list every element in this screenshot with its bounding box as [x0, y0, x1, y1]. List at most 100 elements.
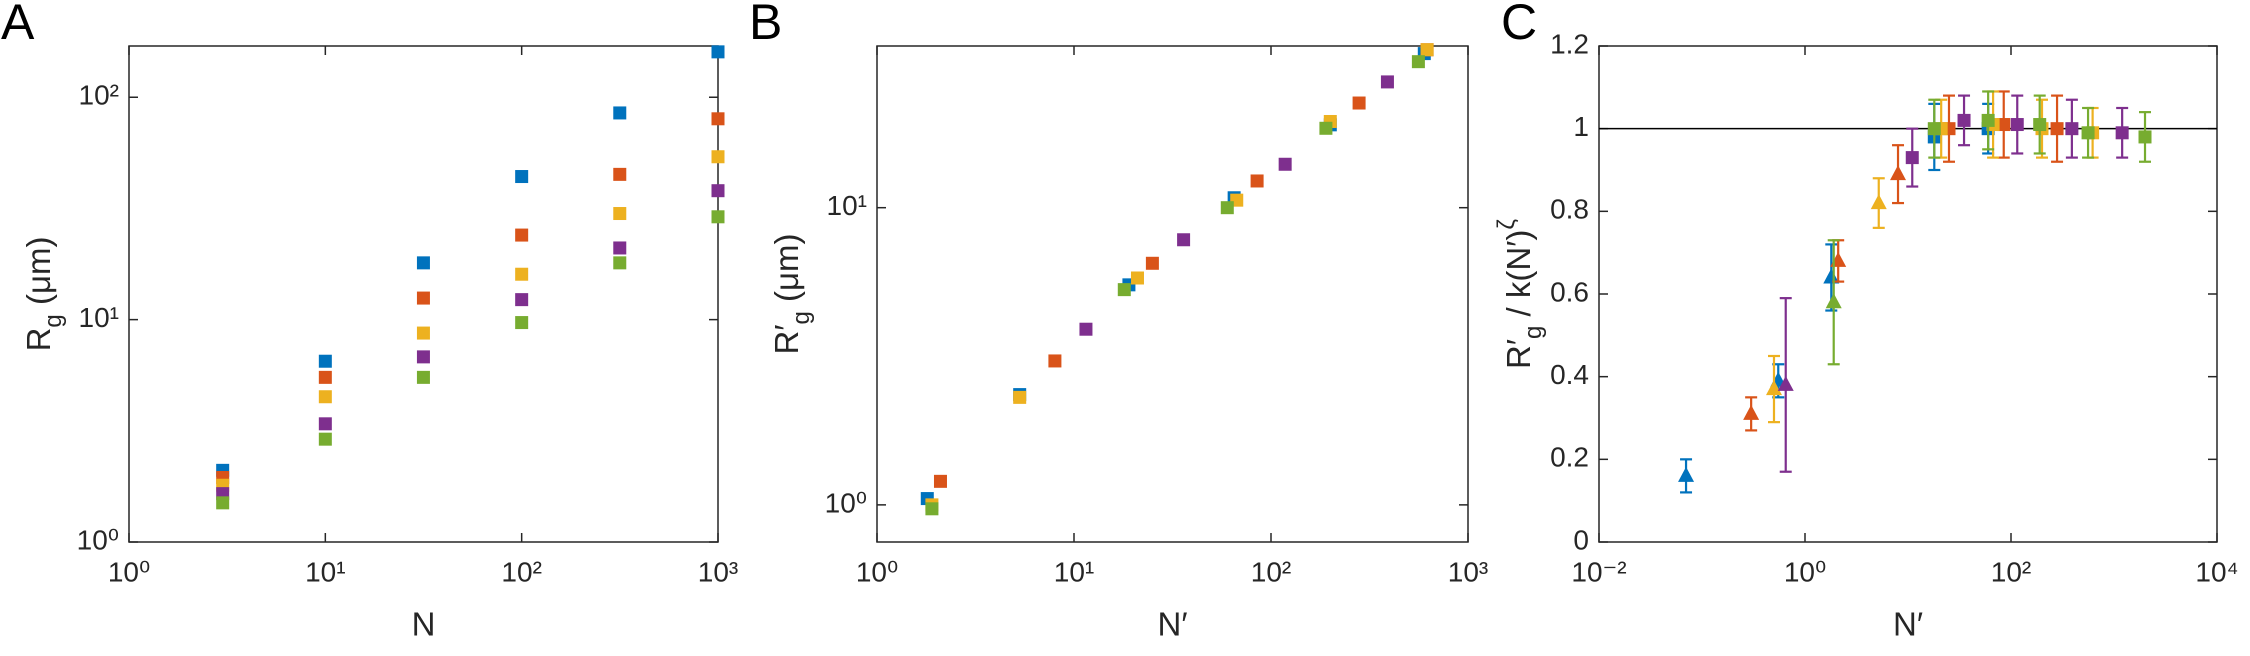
marker: [1352, 96, 1366, 110]
y-axis-label-part: / k(N′): [1500, 230, 1537, 326]
marker: [2081, 126, 2095, 140]
marker: [1079, 322, 1093, 336]
y-axis-label: Rg (μm): [20, 237, 67, 352]
marker: [1278, 157, 1292, 171]
marker: [416, 370, 430, 384]
marker: [1250, 174, 1264, 188]
marker: [1823, 268, 1840, 284]
y-tick-label: 10⁰: [77, 524, 119, 555]
marker: [515, 170, 529, 184]
y-tick-label: 10¹: [827, 190, 867, 221]
x-axis-label: N: [412, 606, 436, 643]
plot-frame: [876, 45, 1469, 543]
panel: 10⁰ 10¹ 10² 10³ 10⁰ 10¹ B N′ R′g (μm): [749, 0, 1488, 643]
marker: [711, 45, 725, 59]
marker: [1743, 404, 1760, 420]
y-axis-label-part: R′: [1500, 339, 1537, 369]
marker: [1997, 118, 2011, 132]
marker: [1825, 293, 1842, 309]
y-tick-label: 10⁰: [825, 487, 867, 518]
y-tick-label: 0: [1573, 524, 1589, 555]
y-tick-label: 10¹: [79, 302, 119, 333]
marker: [1830, 251, 1847, 267]
marker: [711, 210, 725, 224]
marker: [416, 350, 430, 364]
marker: [613, 256, 627, 270]
marker: [318, 370, 332, 384]
y-tick-label: 0.4: [1550, 359, 1589, 390]
y-axis-label: R′g / k(N′)ζ: [1493, 219, 1547, 369]
marker: [1130, 271, 1144, 285]
x-tick-label: 10¹: [305, 556, 345, 587]
x-axis-label: N′: [1893, 606, 1923, 643]
panel-letter: B: [749, 0, 782, 50]
y-tick-label: 0.2: [1550, 442, 1589, 473]
marker: [318, 390, 332, 404]
marker: [613, 167, 627, 181]
marker: [711, 112, 725, 126]
marker: [1957, 113, 1971, 127]
marker: [1905, 151, 1919, 165]
marker: [515, 293, 529, 307]
marker: [2010, 118, 2024, 132]
marker: [1890, 165, 1907, 181]
marker: [416, 326, 430, 340]
marker: [515, 267, 529, 281]
y-axis-label-part: ζ: [1493, 219, 1520, 230]
marker: [711, 184, 725, 198]
plot-frame: [1598, 45, 2218, 543]
marker: [1117, 283, 1131, 297]
y-axis-label-part: R: [20, 328, 57, 352]
y-axis-label: R′g (μm): [768, 233, 815, 354]
marker: [1927, 122, 1941, 136]
x-tick-label: 10⁰: [1784, 556, 1826, 587]
panel: 10⁻² 10⁰ 10² 10⁴ 0 0.2 0.4 0.6 0.8 1 1.2 C N′ R′g / k…: [1493, 0, 2239, 643]
y-tick-label: 1.2: [1550, 28, 1589, 59]
marker: [1981, 113, 1995, 127]
marker: [416, 256, 430, 270]
marker: [613, 241, 627, 255]
y-axis-label-part: g: [1520, 326, 1547, 339]
x-tick-label: 10³: [1448, 556, 1488, 587]
panel-letter: A: [1, 0, 35, 50]
marker: [613, 207, 627, 221]
marker: [1380, 75, 1394, 89]
y-tick-label: 0.6: [1550, 276, 1589, 307]
marker: [1048, 354, 1062, 368]
marker: [1220, 201, 1234, 215]
marker: [1319, 121, 1333, 135]
marker: [1678, 466, 1695, 482]
marker: [318, 417, 332, 431]
marker: [1765, 380, 1782, 396]
marker: [711, 150, 725, 164]
x-tick-label: 10²: [501, 556, 541, 587]
marker: [2050, 122, 2064, 136]
plot-frame: [128, 45, 719, 543]
marker: [2033, 118, 2047, 132]
panel-letter: C: [1501, 0, 1537, 50]
y-axis-label-part: g: [40, 314, 67, 327]
panel: 10⁰ 10¹ 10² 10³ 10⁰ 10¹ 10² A N Rg (μm): [1, 0, 738, 643]
marker: [1870, 194, 1887, 210]
marker: [1411, 55, 1425, 69]
marker: [1145, 256, 1159, 270]
x-tick-label: 10¹: [1054, 556, 1094, 587]
marker: [1777, 375, 1794, 391]
x-tick-label: 10⁰: [108, 556, 150, 587]
x-tick-label: 10⁴: [2195, 556, 2238, 587]
marker: [515, 316, 529, 330]
marker: [515, 228, 529, 242]
marker: [925, 502, 939, 516]
marker: [1177, 233, 1191, 247]
y-axis-label-part: g: [788, 311, 815, 324]
marker: [216, 496, 230, 510]
y-axis-label-part: (μm): [768, 233, 805, 311]
marker: [2138, 130, 2152, 144]
x-tick-label: 10⁻²: [1571, 556, 1626, 587]
marker: [613, 106, 627, 120]
x-axis-label: N′: [1157, 606, 1187, 643]
marker: [1420, 43, 1434, 57]
x-tick-label: 10²: [1991, 556, 2031, 587]
y-tick-label: 0.8: [1550, 194, 1589, 225]
